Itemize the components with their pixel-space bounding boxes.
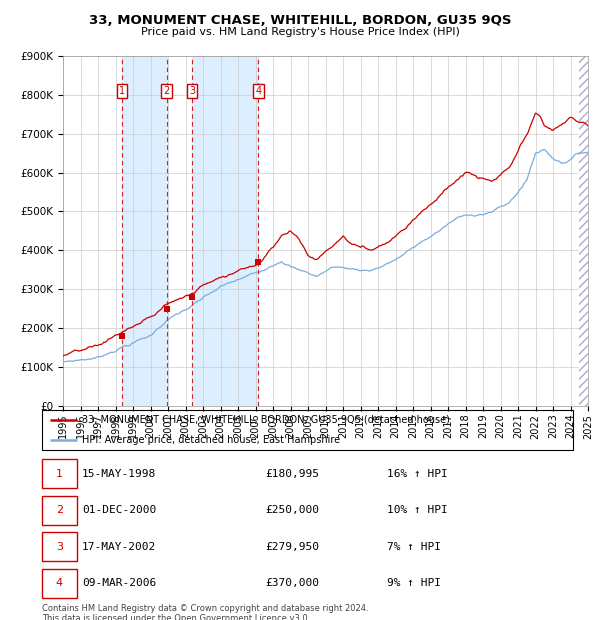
Text: 01-DEC-2000: 01-DEC-2000	[82, 505, 156, 515]
Text: Price paid vs. HM Land Registry's House Price Index (HPI): Price paid vs. HM Land Registry's House …	[140, 27, 460, 37]
Text: 4: 4	[56, 578, 63, 588]
Text: 2: 2	[163, 86, 170, 96]
Text: 17-MAY-2002: 17-MAY-2002	[82, 542, 156, 552]
Text: HPI: Average price, detached house, East Hampshire: HPI: Average price, detached house, East…	[82, 435, 340, 445]
Text: 3: 3	[189, 86, 195, 96]
Text: 1: 1	[119, 86, 125, 96]
Bar	[192, 56, 259, 406]
Text: Contains HM Land Registry data © Crown copyright and database right 2024.: Contains HM Land Registry data © Crown c…	[42, 604, 368, 613]
FancyBboxPatch shape	[42, 532, 77, 561]
Text: 09-MAR-2006: 09-MAR-2006	[82, 578, 156, 588]
Text: 15-MAY-1998: 15-MAY-1998	[82, 469, 156, 479]
FancyBboxPatch shape	[42, 569, 77, 598]
Text: 16% ↑ HPI: 16% ↑ HPI	[387, 469, 448, 479]
Text: £180,995: £180,995	[265, 469, 319, 479]
Text: 33, MONUMENT CHASE, WHITEHILL, BORDON, GU35 9QS (detached house): 33, MONUMENT CHASE, WHITEHILL, BORDON, G…	[82, 415, 450, 425]
Text: £279,950: £279,950	[265, 542, 319, 552]
Text: 4: 4	[256, 86, 262, 96]
Bar	[122, 56, 167, 406]
Text: 33, MONUMENT CHASE, WHITEHILL, BORDON, GU35 9QS: 33, MONUMENT CHASE, WHITEHILL, BORDON, G…	[89, 14, 511, 27]
Text: 10% ↑ HPI: 10% ↑ HPI	[387, 505, 448, 515]
Text: £250,000: £250,000	[265, 505, 319, 515]
FancyBboxPatch shape	[42, 496, 77, 525]
Text: 3: 3	[56, 542, 63, 552]
Text: £370,000: £370,000	[265, 578, 319, 588]
Text: 2: 2	[56, 505, 63, 515]
Bar	[579, 56, 588, 406]
Text: 9% ↑ HPI: 9% ↑ HPI	[387, 578, 441, 588]
FancyBboxPatch shape	[42, 459, 77, 489]
Text: 7% ↑ HPI: 7% ↑ HPI	[387, 542, 441, 552]
Text: 1: 1	[56, 469, 63, 479]
Text: This data is licensed under the Open Government Licence v3.0.: This data is licensed under the Open Gov…	[42, 614, 310, 620]
Bar	[579, 56, 588, 406]
